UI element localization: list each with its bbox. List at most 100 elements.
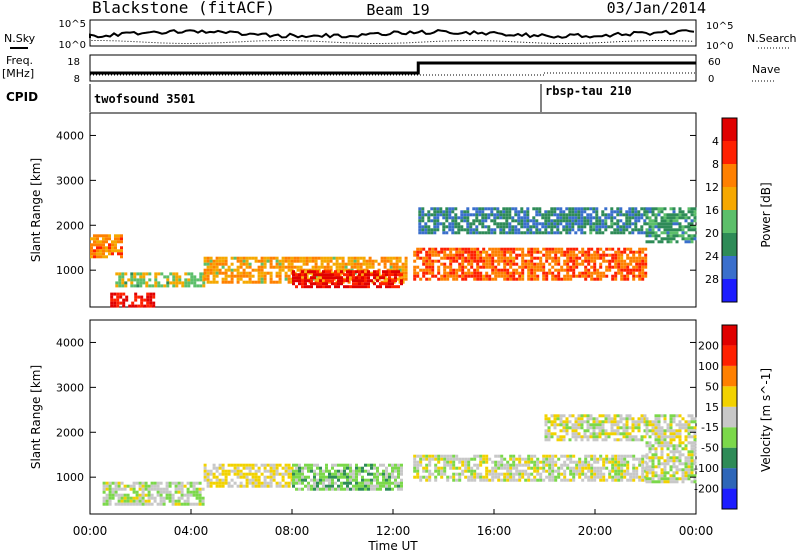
power-cell [93, 255, 96, 259]
velocity-cell [672, 453, 676, 457]
power-cell [111, 249, 114, 253]
power-cell [491, 268, 495, 272]
velocity-cell [198, 496, 202, 500]
velocity-cell [503, 472, 507, 476]
velocity-cell [660, 453, 664, 457]
power-cell [260, 256, 264, 260]
power-cell [114, 237, 117, 241]
power-cell [645, 207, 649, 211]
velocity-cell [394, 478, 397, 482]
power-cell [424, 225, 428, 229]
power-cell [418, 210, 422, 214]
power-cell [554, 250, 558, 254]
power-cell [648, 207, 652, 211]
velocity-cell [601, 429, 605, 433]
power-cell [553, 210, 557, 214]
velocity-cell [641, 457, 645, 461]
velocity-cell [500, 472, 504, 476]
power-cell [623, 250, 627, 254]
velocity-cell [678, 435, 682, 439]
velocity-cell [135, 502, 139, 506]
velocity-cell [434, 466, 438, 470]
power-cell [416, 274, 420, 278]
velocity-cell [358, 472, 361, 476]
power-cell [634, 216, 638, 220]
power-cell [614, 250, 618, 254]
power-cell [614, 259, 618, 263]
velocity-cell [669, 480, 673, 484]
power-cell [515, 256, 519, 260]
velocity-cell [224, 478, 228, 482]
power-cell [578, 256, 582, 260]
power-cell [269, 259, 273, 263]
power-cell [599, 262, 603, 266]
velocity-cell [637, 426, 641, 430]
power-cell [287, 259, 291, 263]
power-cell [472, 222, 476, 226]
power-cell [684, 237, 688, 241]
power-cell [175, 275, 179, 279]
velocity-cell [669, 450, 673, 454]
velocity-cell [201, 496, 205, 500]
power-cell [419, 268, 423, 272]
power-cell [565, 228, 569, 232]
power-cell [398, 259, 402, 263]
velocity-cell [352, 469, 355, 473]
power-cell [301, 270, 304, 274]
power-cell [533, 262, 537, 266]
power-cell [527, 247, 531, 251]
power-colorbar-segment [722, 233, 737, 256]
power-cell [113, 304, 117, 308]
power-cell [602, 250, 606, 254]
power-cell [596, 256, 600, 260]
power-cell [593, 262, 597, 266]
power-cell [533, 274, 537, 278]
power-cell [490, 207, 494, 211]
velocity-cell [660, 432, 664, 436]
velocity-cell [641, 475, 645, 479]
power-cell [666, 231, 670, 235]
velocity-cell [397, 472, 400, 476]
velocity-cell [536, 469, 540, 473]
power-cell [448, 210, 452, 214]
velocity-cell [470, 469, 474, 473]
power-cell [317, 256, 321, 260]
velocity-cell [470, 475, 474, 479]
power-cell [440, 247, 444, 251]
velocity-cell [619, 417, 623, 421]
power-cell [690, 228, 694, 232]
power-cell [230, 277, 234, 281]
power-cell [421, 213, 425, 217]
velocity-cell [657, 444, 661, 448]
velocity-cell [313, 481, 316, 485]
power-cell [467, 247, 471, 251]
velocity-cell [284, 481, 288, 485]
power-cell [496, 225, 500, 229]
velocity-cell [690, 453, 694, 457]
velocity-cell [648, 459, 652, 463]
power-cell [301, 282, 304, 286]
power-cell [593, 250, 597, 254]
velocity-cell [563, 460, 567, 464]
power-cell [358, 285, 361, 289]
velocity-cell [672, 417, 676, 421]
velocity-cell [263, 463, 267, 467]
power-cell [346, 276, 349, 280]
velocity-cell [215, 481, 219, 485]
velocity-cell [666, 423, 670, 427]
velocity-cell [648, 471, 652, 475]
power-cell [583, 231, 587, 235]
velocity-cell [623, 454, 627, 458]
power-cell [325, 276, 328, 280]
power-cell [314, 265, 318, 269]
velocity-cell [248, 478, 252, 482]
power-cell [352, 273, 355, 277]
velocity-cell [596, 466, 600, 470]
power-cell [133, 272, 137, 276]
power-cell [343, 279, 346, 283]
velocity-cell [349, 466, 352, 470]
power-cell [616, 207, 620, 211]
power-cell [580, 207, 584, 211]
power-cell [248, 271, 252, 275]
velocity-cell [693, 432, 697, 436]
